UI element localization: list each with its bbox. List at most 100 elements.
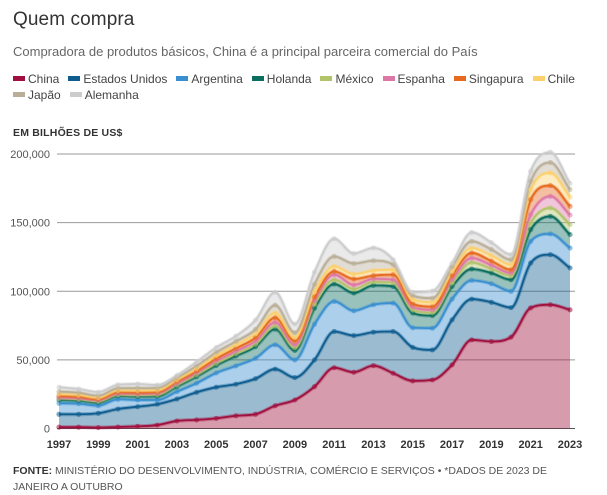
point-argentina-2012 [351, 308, 357, 314]
point-holanda-2019 [488, 270, 494, 276]
point-argentina-2003 [174, 388, 180, 395]
chart-title: Quem compra [13, 9, 135, 30]
point-singapura-2007 [252, 335, 259, 341]
legend-label: Argentina [191, 72, 243, 86]
point-holanda-2010 [311, 305, 318, 311]
point-alemanha-1999 [95, 389, 101, 395]
point-japao-2019 [488, 246, 494, 252]
point-japao-2011 [331, 253, 337, 259]
legend-swatch [251, 76, 264, 82]
legend-label: Singapura [468, 72, 524, 86]
point-mexico-2008 [272, 323, 278, 329]
point-mexico-2022 [547, 205, 553, 211]
point-alemanha-2005 [213, 344, 219, 351]
point-china-2021 [528, 305, 534, 311]
point-chile-2006 [233, 342, 239, 348]
point-mexico-2018 [469, 259, 475, 266]
point-alemanha-2018 [469, 229, 475, 235]
x-tick-label: 2013 [361, 439, 385, 451]
point-mexico-2011 [331, 277, 337, 283]
legend-item-mexico: México [320, 71, 374, 87]
point-argentina-2023 [567, 245, 573, 251]
point-espanha-2007 [252, 338, 259, 344]
x-tick-label: 2007 [243, 439, 267, 451]
legend-label: Estados Unidos [83, 72, 168, 86]
point-holanda-2020 [508, 277, 514, 283]
y-axis-labels: 0 50,000 100,000 150,000 200,000 [10, 149, 50, 436]
point-japao-2006 [233, 338, 239, 344]
point-china-2001 [135, 423, 141, 429]
point-holanda-2018 [469, 266, 475, 272]
point-singapura-2009 [292, 338, 298, 344]
area-china [59, 304, 570, 429]
point-chile-2015 [410, 296, 416, 303]
point-argentina-2011 [331, 298, 337, 305]
point-estados-unidos-2021 [528, 260, 534, 266]
point-espanha-2014 [390, 277, 396, 283]
point-alemanha-2014 [390, 257, 396, 263]
point-estados-unidos-2004 [193, 389, 200, 395]
x-axis-labels: 1997 1999 2001 2003 2005 2007 2009 2011 2013 2015… [47, 439, 582, 451]
x-tick-label: 2019 [479, 439, 503, 451]
point-espanha-2008 [272, 319, 278, 326]
point-argentina-2008 [272, 342, 278, 348]
x-tick-label: 2005 [204, 439, 228, 451]
point-japao-2014 [390, 262, 396, 268]
point-espanha-2012 [351, 282, 357, 288]
legend: China Estados Unidos Argentina Holanda Méxic… [13, 71, 593, 103]
point-china-2009 [292, 397, 298, 403]
point-argentina-2020 [508, 288, 514, 294]
point-china-2018 [469, 337, 475, 343]
point-alemanha-2023 [567, 180, 573, 186]
point-japao-2004 [193, 363, 200, 369]
y-tick-label: 200,000 [10, 149, 50, 161]
legend-swatch [13, 92, 25, 98]
point-alemanha-2010 [311, 269, 318, 275]
point-holanda-2021 [528, 227, 534, 233]
point-japao-2001 [135, 385, 141, 391]
point-alemanha-2022 [547, 149, 553, 155]
point-estados-unidos-1999 [95, 410, 101, 416]
point-estados-unidos-2011 [331, 328, 337, 335]
x-tick-label: 2011 [322, 439, 346, 451]
point-chile-2019 [488, 252, 494, 259]
legend-swatch [68, 76, 81, 82]
point-singapura-2017 [449, 272, 455, 279]
x-tick-label: 1999 [86, 439, 110, 451]
point-chile-2009 [292, 334, 298, 340]
x-tick-label: 2017 [440, 439, 464, 451]
area-holanda [59, 216, 570, 406]
point-singapura-2021 [528, 196, 534, 203]
point-japao-2007 [252, 326, 259, 333]
point-espanha-2023 [567, 212, 573, 218]
point-argentina-2007 [252, 355, 259, 361]
point-japao-2009 [292, 330, 298, 336]
point-alemanha-2000 [115, 382, 121, 388]
point-argentina-2014 [390, 300, 396, 306]
point-japao-2021 [528, 178, 534, 184]
point-argentina-2016 [429, 325, 436, 331]
legend-item-alemanha: Alemanha [69, 87, 139, 103]
point-alemanha-2006 [233, 333, 239, 339]
point-chile-2021 [528, 186, 534, 193]
point-chile-2011 [331, 263, 337, 270]
point-alemanha-2001 [135, 381, 141, 387]
point-estados-unidos-2008 [272, 366, 278, 372]
legend-label: Espanha [397, 72, 445, 86]
point-singapura-2008 [272, 315, 278, 321]
point-espanha-2017 [449, 276, 455, 283]
point-estados-unidos-2018 [469, 296, 475, 302]
point-chile-2014 [390, 267, 396, 273]
point-espanha-2010 [311, 298, 318, 304]
point-china-2016 [429, 377, 436, 383]
point-japao-2012 [351, 260, 357, 267]
point-argentina-2005 [213, 370, 219, 376]
point-estados-unidos-2001 [135, 404, 141, 410]
point-japao-2020 [508, 257, 514, 263]
point-chile-2010 [311, 289, 318, 295]
point-estados-unidos-2005 [213, 384, 219, 390]
data-points [56, 149, 573, 431]
point-china-2023 [567, 307, 573, 313]
point-alemanha-2019 [488, 239, 494, 246]
